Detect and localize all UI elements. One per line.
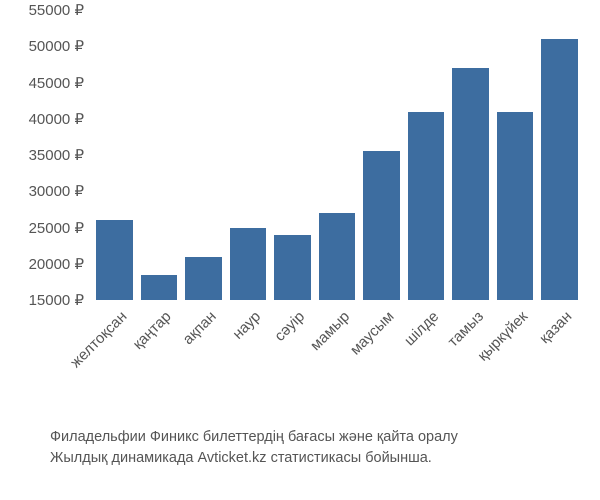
x-axis-label: қаңтар [130,308,175,353]
bar [274,235,311,300]
x-axis-label: мамыр [307,308,353,354]
y-axis-tick: 45000 ₽ [29,74,84,92]
y-axis-tick: 55000 ₽ [29,1,84,19]
x-axis-label: ақпан [179,308,219,348]
x-axis: желтоқсанқаңтарақпаннаурсәуірмамырмаусым… [92,300,582,430]
x-axis-label: сәуір [272,308,309,345]
y-axis-tick: 15000 ₽ [29,291,84,309]
bar [230,228,267,301]
y-axis-tick: 20000 ₽ [29,255,84,273]
y-axis-tick: 40000 ₽ [29,110,84,128]
bar [452,68,489,300]
caption-line-2: Жылдық динамикада Avticket.kz статистика… [50,448,458,470]
x-axis-label: маусым [347,308,398,359]
bar [96,220,133,300]
x-axis-label: қазан [537,308,576,347]
bar [497,112,534,301]
bar [363,151,400,300]
chart-caption: Филадельфии Финикс билеттердің бағасы жә… [50,427,458,471]
bar [408,112,445,301]
plot-area [92,10,582,300]
y-axis-tick: 30000 ₽ [29,182,84,200]
y-axis-tick: 35000 ₽ [29,146,84,164]
x-axis-label: тамыз [444,308,486,350]
bar [319,213,356,300]
bar-chart: 15000 ₽ 20000 ₽ 25000 ₽ 30000 ₽ 35000 ₽ 40000… [0,0,600,500]
y-axis-tick: 25000 ₽ [29,219,84,237]
y-axis-tick: 50000 ₽ [29,37,84,55]
bar [185,257,222,301]
caption-line-1: Филадельфии Финикс билеттердің бағасы жә… [50,427,458,449]
bar [541,39,578,300]
x-axis-label: наур [229,308,264,343]
bar [141,275,178,300]
x-axis-label: шілде [401,308,442,349]
x-axis-label: желтоқсан [67,308,130,371]
